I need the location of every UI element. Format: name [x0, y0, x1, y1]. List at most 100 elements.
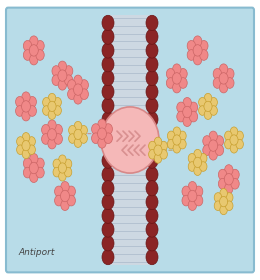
Circle shape [48, 138, 56, 149]
Circle shape [98, 128, 107, 139]
Circle shape [64, 66, 73, 76]
Circle shape [58, 61, 67, 72]
Circle shape [213, 78, 222, 88]
Circle shape [42, 125, 50, 135]
Circle shape [102, 167, 114, 182]
Circle shape [102, 84, 114, 99]
Circle shape [167, 131, 175, 141]
Circle shape [54, 97, 61, 107]
Circle shape [23, 158, 32, 169]
Circle shape [199, 162, 207, 171]
Circle shape [146, 112, 158, 127]
Circle shape [22, 110, 30, 121]
Circle shape [225, 183, 233, 194]
Circle shape [149, 141, 156, 151]
Circle shape [214, 193, 222, 202]
Circle shape [98, 119, 106, 130]
Circle shape [55, 186, 63, 197]
Circle shape [194, 195, 203, 206]
Circle shape [199, 153, 207, 163]
Circle shape [102, 194, 114, 210]
Circle shape [146, 181, 158, 196]
Circle shape [43, 106, 50, 115]
Circle shape [22, 92, 30, 102]
Circle shape [183, 106, 192, 118]
Circle shape [218, 169, 227, 180]
Circle shape [154, 145, 162, 155]
Circle shape [225, 139, 232, 149]
Circle shape [193, 45, 202, 56]
Circle shape [177, 111, 185, 122]
FancyBboxPatch shape [6, 8, 254, 272]
Circle shape [146, 139, 158, 155]
Circle shape [179, 69, 187, 79]
Circle shape [16, 97, 24, 107]
Circle shape [224, 174, 233, 185]
Circle shape [43, 97, 50, 107]
Circle shape [183, 116, 191, 127]
Circle shape [231, 178, 239, 189]
Circle shape [53, 167, 61, 177]
Circle shape [104, 133, 112, 144]
Circle shape [102, 208, 114, 223]
Circle shape [29, 162, 38, 174]
Circle shape [42, 134, 50, 144]
Circle shape [30, 153, 38, 164]
Circle shape [146, 236, 158, 251]
Circle shape [58, 171, 66, 181]
Circle shape [188, 153, 196, 163]
Circle shape [102, 98, 114, 113]
Circle shape [167, 139, 175, 149]
Circle shape [193, 157, 202, 167]
Circle shape [230, 143, 238, 153]
Circle shape [230, 135, 238, 145]
Circle shape [22, 149, 30, 159]
Circle shape [68, 80, 76, 90]
Circle shape [236, 139, 243, 149]
Circle shape [154, 154, 162, 163]
Circle shape [166, 78, 175, 88]
Circle shape [102, 15, 114, 31]
Circle shape [209, 140, 218, 151]
Circle shape [80, 89, 88, 99]
Circle shape [22, 132, 30, 142]
Circle shape [22, 101, 30, 112]
Circle shape [204, 93, 212, 103]
Circle shape [188, 190, 197, 202]
Circle shape [146, 153, 158, 168]
Circle shape [64, 159, 72, 169]
Circle shape [215, 136, 224, 146]
Circle shape [29, 45, 38, 56]
Circle shape [225, 165, 233, 175]
Circle shape [58, 155, 66, 165]
Circle shape [64, 167, 72, 177]
Circle shape [225, 201, 233, 211]
Circle shape [203, 145, 211, 155]
Circle shape [16, 106, 24, 116]
Circle shape [179, 131, 186, 141]
Circle shape [225, 131, 232, 141]
Circle shape [102, 57, 114, 72]
Circle shape [231, 169, 239, 180]
Circle shape [189, 111, 198, 122]
Circle shape [54, 134, 62, 144]
Circle shape [154, 137, 162, 147]
Circle shape [200, 41, 208, 51]
Circle shape [36, 158, 44, 169]
Circle shape [52, 66, 60, 76]
Circle shape [74, 94, 82, 104]
Circle shape [173, 64, 181, 74]
Circle shape [23, 50, 32, 60]
Circle shape [102, 181, 114, 196]
Circle shape [146, 167, 158, 182]
Circle shape [146, 98, 158, 113]
Circle shape [182, 186, 190, 197]
Circle shape [30, 54, 38, 65]
Circle shape [146, 84, 158, 99]
Circle shape [102, 112, 114, 127]
Circle shape [23, 41, 32, 51]
Circle shape [146, 208, 158, 223]
Circle shape [230, 127, 238, 137]
Circle shape [36, 50, 44, 60]
Circle shape [179, 139, 186, 149]
